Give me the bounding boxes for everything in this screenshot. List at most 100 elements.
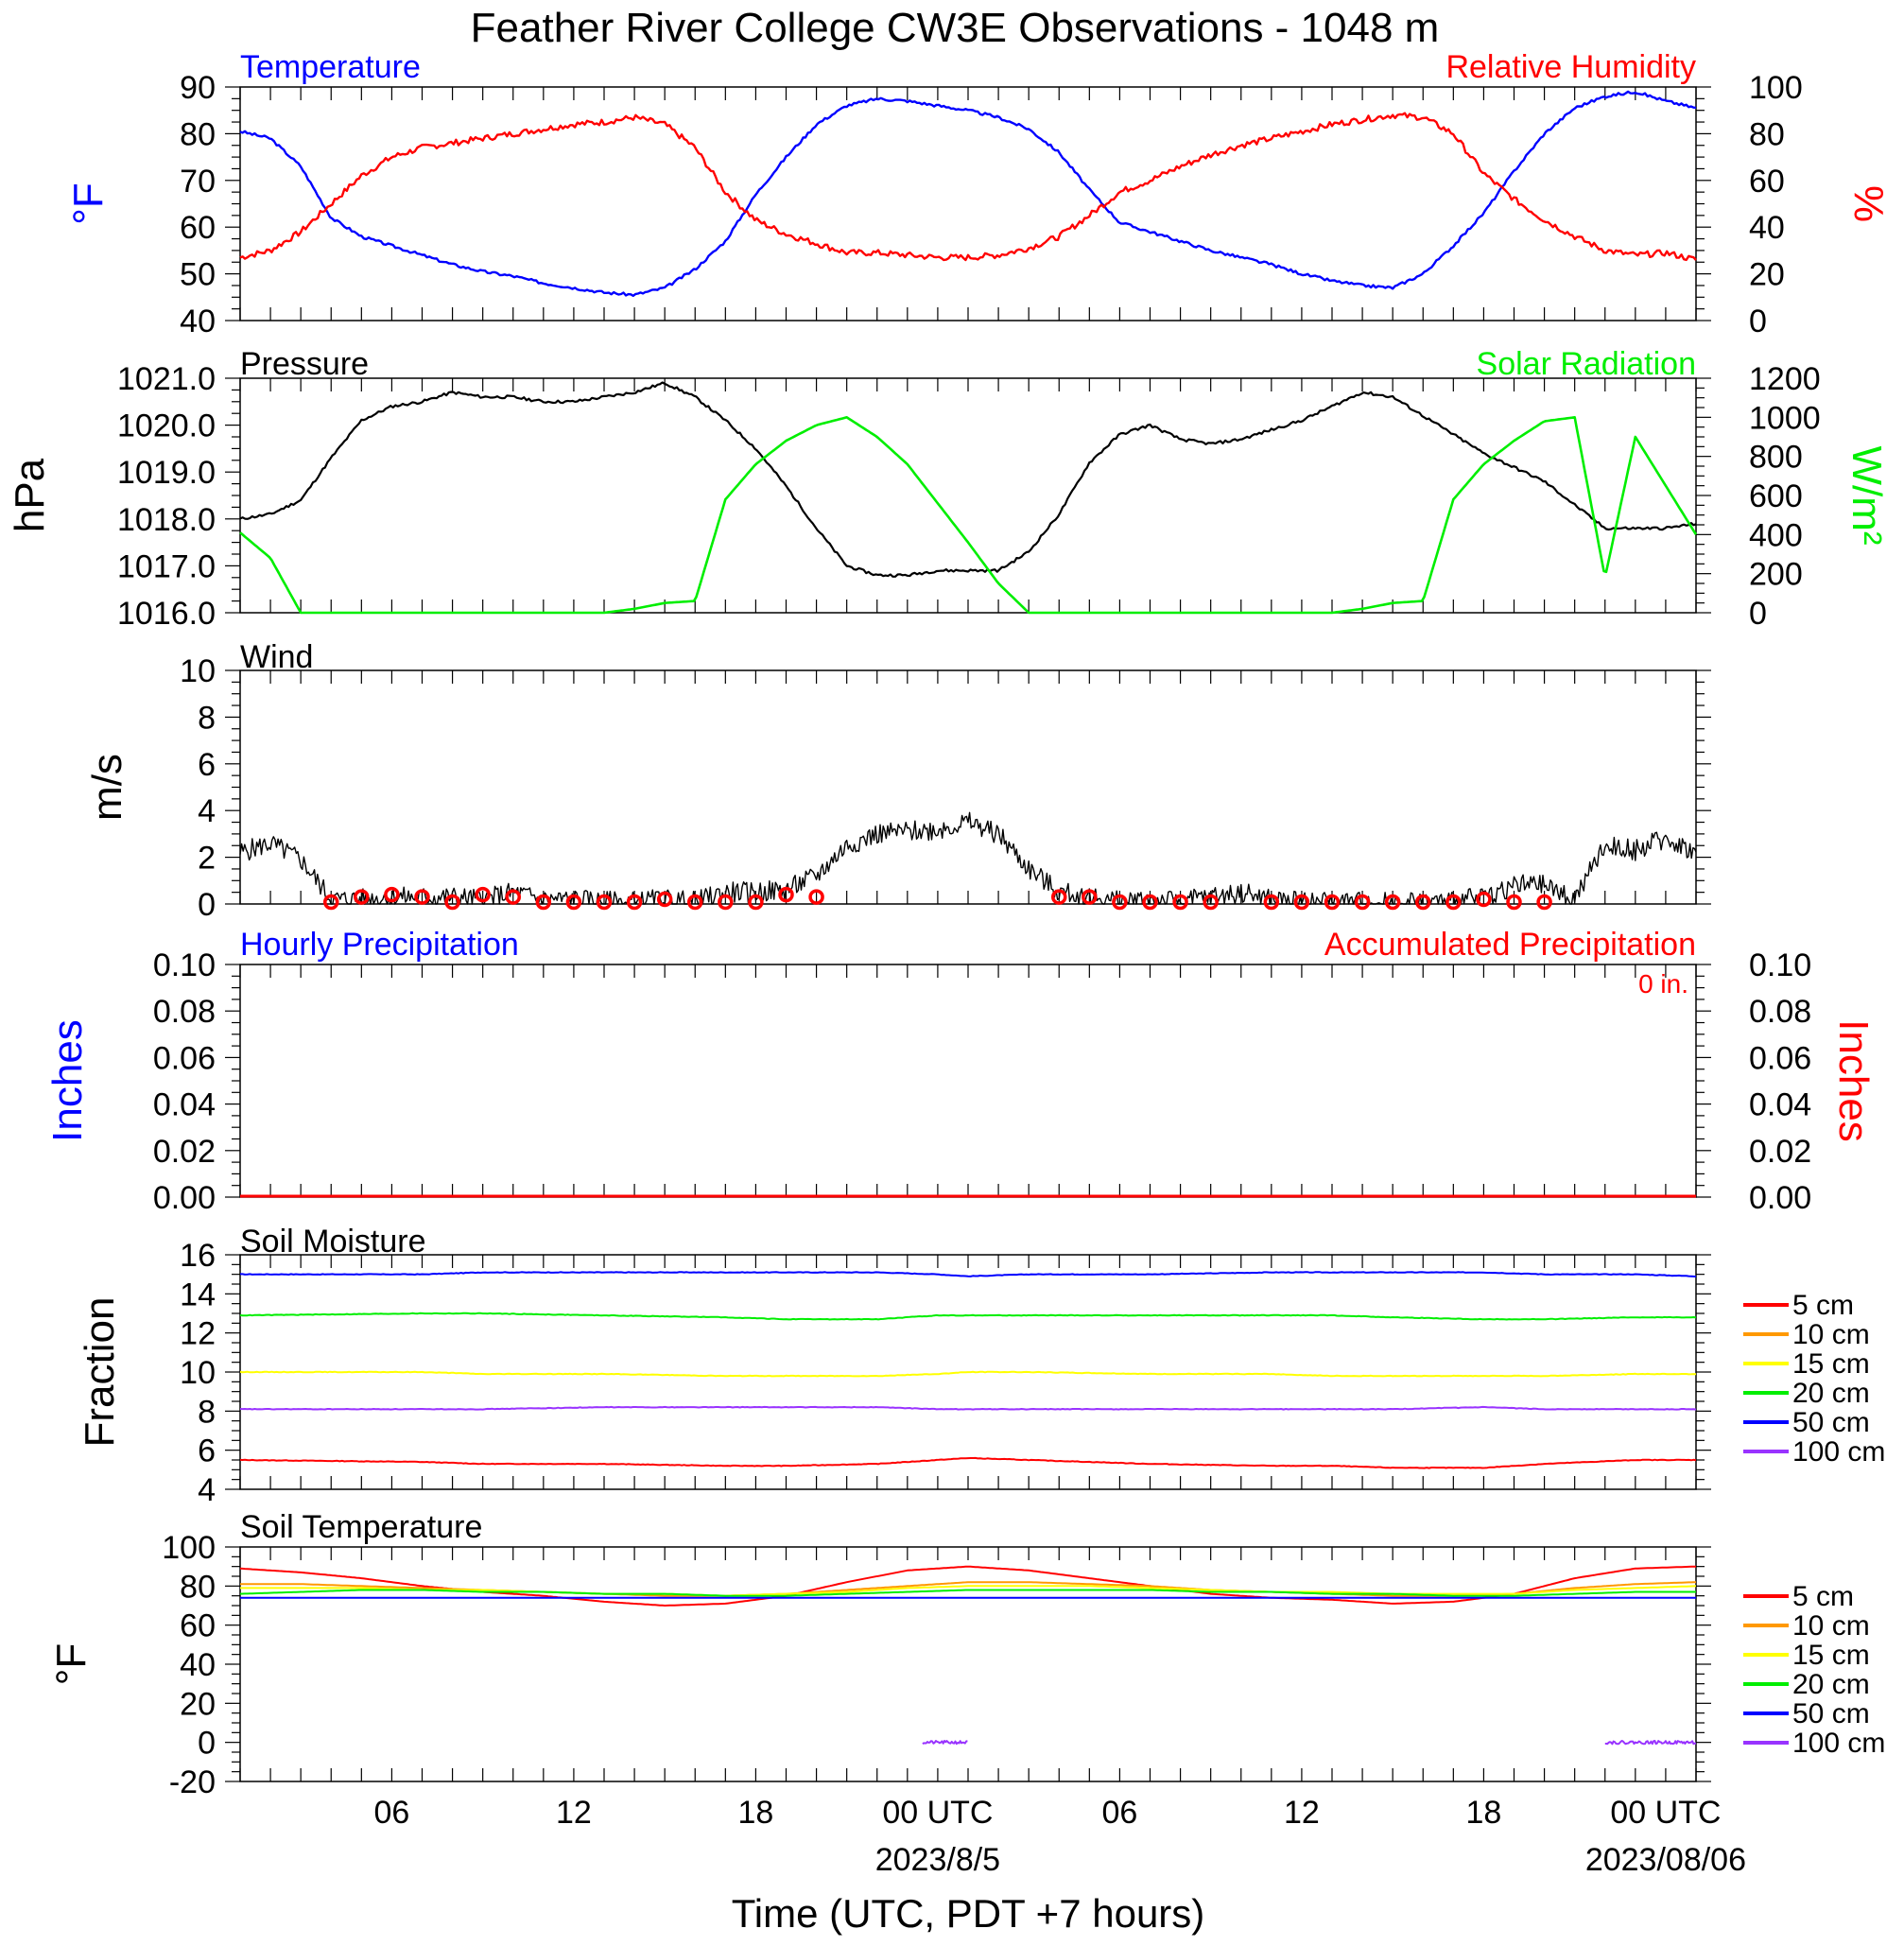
soil-moisture-legend-label: 15 cm xyxy=(1792,1348,1870,1380)
precip-left-tick-label: 0.00 xyxy=(153,1180,216,1216)
soil-moisture-legend-label: 5 cm xyxy=(1792,1290,1854,1321)
precip-left-tick-label: 0.04 xyxy=(153,1087,216,1123)
time-tick-label: 12 xyxy=(556,1795,592,1831)
time-axis-labels: 06 12 18 00 UTC 06 12 18 00 UTC 2023/8/5 2023/08/… xyxy=(374,1795,1746,1878)
soil-moisture-legend-label: 20 cm xyxy=(1792,1378,1870,1409)
wind-left-tick-label: 8 xyxy=(198,700,216,736)
soil-moisture-legend-label: 100 cm xyxy=(1792,1436,1885,1468)
wind-calm-marker xyxy=(1476,891,1492,908)
soil-moisture-left-tick-label: 12 xyxy=(180,1316,216,1352)
temp-rh-left-tick-label: 90 xyxy=(180,70,216,106)
wind-calm-marker xyxy=(1142,894,1158,911)
time-tick-label: 00 UTC xyxy=(882,1795,993,1831)
soil-moisture-left-tick-label: 14 xyxy=(180,1277,216,1312)
wind-calm-marker xyxy=(354,889,370,905)
accum-precip-unit-label: Inches xyxy=(1830,1019,1877,1142)
temp-rh-left-tick-label: 70 xyxy=(180,164,216,200)
soil-temp-legend-label: 5 cm xyxy=(1792,1581,1854,1612)
wind-calm-marker xyxy=(444,894,460,911)
wind-calm-marker xyxy=(1112,894,1128,911)
temp-rh-right-tick-label: 0 xyxy=(1749,304,1767,339)
solar-title: Solar Radiation xyxy=(1477,346,1696,382)
pressure-solar-frame xyxy=(239,377,1697,614)
humidity-unit-label: % xyxy=(1845,185,1892,222)
soil-temp-left-tick-label: 0 xyxy=(198,1726,216,1762)
soil-temp-legend-label: 15 cm xyxy=(1792,1640,1870,1671)
soil-moisture-title: Soil Moisture xyxy=(240,1224,426,1260)
temperature-unit-label: °F xyxy=(65,182,112,224)
wind-calm-marker xyxy=(1506,894,1522,911)
pressure-solar-left-tick-label: 1019.0 xyxy=(117,455,216,491)
wind-calm-marker xyxy=(1172,894,1188,911)
wind-calm-marker xyxy=(1324,894,1341,911)
pressure-solar-left-tick-label: 1020.0 xyxy=(117,408,216,444)
pressure-solar-left-tick-label: 1021.0 xyxy=(117,361,216,397)
pressure-solar-right-tick-label: 200 xyxy=(1749,557,1803,593)
temperature-series-line xyxy=(239,90,1697,297)
soil-moisture-series-line xyxy=(240,1271,1697,1277)
wind-calm-marker xyxy=(1354,894,1371,911)
soil-temp-left-tick-label: 60 xyxy=(180,1608,216,1644)
wind-calm-marker xyxy=(1445,894,1462,911)
pressure-solar-panel: 1016.0 1017.0 1018.0 1019.0 1020.0 1021.0 0200… xyxy=(7,346,1890,632)
wind-unit-label: m/s xyxy=(84,754,130,821)
temp-rh-right-tick-label: 60 xyxy=(1749,164,1785,200)
temp-rh-right-tick-label: 80 xyxy=(1749,116,1785,152)
precip-left-tick-label: 0.02 xyxy=(153,1134,216,1170)
wind-calm-marker xyxy=(565,894,582,911)
soil-temp-legend-label: 10 cm xyxy=(1792,1610,1870,1642)
accum-precip-title: Accumulated Precipitation xyxy=(1324,927,1696,963)
precip-left-tick-label: 0.08 xyxy=(153,994,216,1030)
wind-calm-marker xyxy=(778,886,794,903)
wind-calm-marker xyxy=(1203,894,1219,911)
hourly-precip-title: Hourly Precipitation xyxy=(240,927,519,963)
date-label: 2023/8/5 xyxy=(875,1842,1000,1878)
temp-rh-right-tick-label: 100 xyxy=(1749,70,1803,106)
wind-calm-marker xyxy=(626,894,643,911)
precip-panel: 0.00 0.02 0.04 0.06 0.08 0.10 0.00 0.02 0.04 0.06… xyxy=(44,927,1877,1216)
wind-calm-marker xyxy=(687,894,703,911)
precip-frame xyxy=(239,964,1697,1198)
wind-calm-marker xyxy=(1293,894,1310,911)
pressure-solar-left-tick-label: 1017.0 xyxy=(117,548,216,584)
precip-right-tick-label: 0.08 xyxy=(1749,994,1811,1030)
wind-title: Wind xyxy=(240,639,313,675)
pressure-series-line xyxy=(239,381,1697,578)
chart-title: Feather River College CW3E Observations … xyxy=(471,5,1440,51)
time-tick-label: 18 xyxy=(1466,1795,1502,1831)
soil-moisture-left-tick-label: 4 xyxy=(198,1472,216,1508)
soil-temp-legend-label: 50 cm xyxy=(1792,1698,1870,1729)
pressure-unit-label: hPa xyxy=(7,458,53,532)
wind-calm-marker xyxy=(1536,894,1552,911)
soil-moisture-legend-label: 50 cm xyxy=(1792,1407,1870,1438)
wind-calm-marker xyxy=(596,894,613,911)
wind-calm-marker xyxy=(808,889,824,905)
soil-temp-title: Soil Temperature xyxy=(240,1509,482,1545)
wind-calm-marker xyxy=(1082,889,1098,905)
wind-calm-marker xyxy=(414,889,430,905)
pressure-solar-right-tick-label: 400 xyxy=(1749,517,1803,553)
hourly-precip-unit-label: Inches xyxy=(44,1019,91,1142)
temp-rh-left-tick-label: 60 xyxy=(180,210,216,246)
time-tick-label: 18 xyxy=(738,1795,774,1831)
date-label: 2023/08/06 xyxy=(1585,1842,1746,1878)
pressure-solar-right-tick-label: 800 xyxy=(1749,440,1803,476)
wind-calm-marker xyxy=(1263,894,1280,911)
wind-left-tick-label: 2 xyxy=(198,841,216,877)
soil-temp-series-line xyxy=(1604,1740,1697,1746)
soil-temp-left-tick-label: 40 xyxy=(180,1647,216,1683)
wind-calm-marker xyxy=(656,891,673,908)
precip-left-tick-label: 0.06 xyxy=(153,1040,216,1076)
pressure-solar-right-tick-label: 600 xyxy=(1749,478,1803,514)
pressure-solar-right-tick-label: 0 xyxy=(1749,596,1767,632)
soil-moisture-left-tick-label: 10 xyxy=(180,1355,216,1391)
wind-calm-marker xyxy=(535,894,552,911)
soil-moisture-series-line xyxy=(239,1370,1697,1378)
wind-speed-series-line xyxy=(239,811,1697,905)
solar-series-line xyxy=(239,415,1698,615)
wind-calm-marker xyxy=(1415,894,1431,911)
temperature-title: Temperature xyxy=(240,49,421,85)
